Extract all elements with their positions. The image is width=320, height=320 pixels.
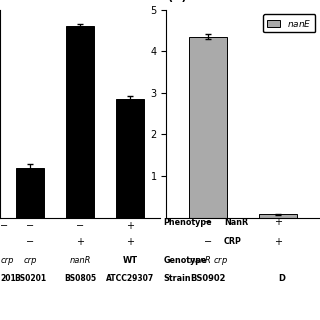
- Text: Phenotype: Phenotype: [163, 218, 212, 227]
- Bar: [259, 214, 297, 218]
- Text: +: +: [274, 236, 282, 247]
- Text: +: +: [274, 217, 282, 228]
- Text: −: −: [204, 217, 212, 228]
- Text: ATCC29307: ATCC29307: [106, 274, 154, 283]
- Text: +: +: [76, 236, 84, 247]
- Text: BS0902: BS0902: [190, 274, 226, 283]
- Text: Strain: Strain: [163, 274, 191, 283]
- Bar: [116, 99, 144, 218]
- Text: BS0805: BS0805: [64, 274, 96, 283]
- Text: +: +: [126, 220, 134, 231]
- Text: −: −: [76, 220, 84, 231]
- Text: (B): (B): [168, 0, 187, 2]
- Text: WT: WT: [123, 256, 138, 265]
- Text: +: +: [126, 236, 134, 247]
- Text: −: −: [204, 236, 212, 247]
- Text: crp: crp: [1, 256, 14, 265]
- Bar: [66, 26, 94, 218]
- Text: −: −: [0, 220, 8, 231]
- Text: $\mathit{nanR}$ $\mathit{crp}$: $\mathit{nanR}$ $\mathit{crp}$: [189, 254, 228, 267]
- Text: −: −: [26, 236, 34, 247]
- Text: CRP: CRP: [224, 237, 242, 246]
- Text: nanR: nanR: [69, 256, 91, 265]
- Text: Genotype: Genotype: [163, 256, 207, 265]
- Legend: $nanE$: $nanE$: [263, 14, 316, 32]
- Text: BS0201: BS0201: [14, 274, 46, 283]
- Text: crp: crp: [23, 256, 37, 265]
- Text: NanR: NanR: [224, 218, 248, 227]
- Bar: [16, 168, 44, 218]
- Text: D: D: [278, 274, 285, 283]
- Text: −: −: [26, 220, 34, 231]
- Text: 201: 201: [1, 274, 16, 283]
- Bar: [189, 37, 228, 218]
